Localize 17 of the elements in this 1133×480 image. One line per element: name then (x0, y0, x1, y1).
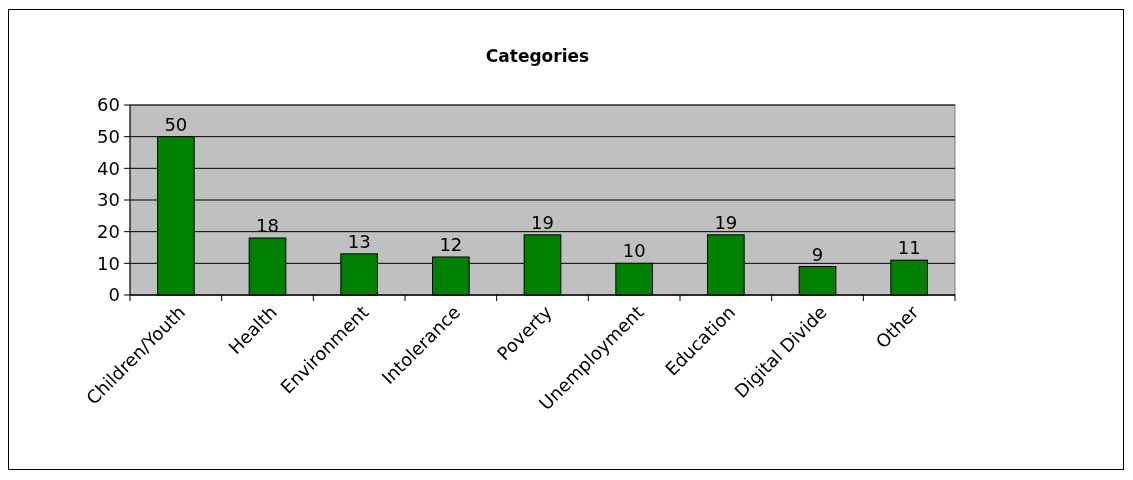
data-label: 50 (164, 113, 188, 135)
data-label: 13 (347, 230, 371, 252)
data-label: 11 (897, 237, 921, 259)
y-tick-label: 0 (108, 284, 120, 306)
data-label: 18 (256, 215, 279, 236)
y-tick-label: 40 (97, 157, 120, 179)
data-label: 9 (811, 243, 824, 265)
y-tick-label: 10 (97, 252, 120, 274)
data-label: 19 (531, 211, 554, 233)
chart-title: Categories (485, 46, 590, 66)
y-tick-label: 30 (97, 189, 120, 211)
y-tick-label: 60 (97, 94, 120, 116)
data-label: 10 (622, 240, 646, 262)
y-tick-label: 20 (97, 220, 120, 242)
y-tick-label: 50 (97, 125, 120, 147)
data-label: 12 (439, 234, 463, 255)
data-label: 19 (714, 211, 738, 233)
